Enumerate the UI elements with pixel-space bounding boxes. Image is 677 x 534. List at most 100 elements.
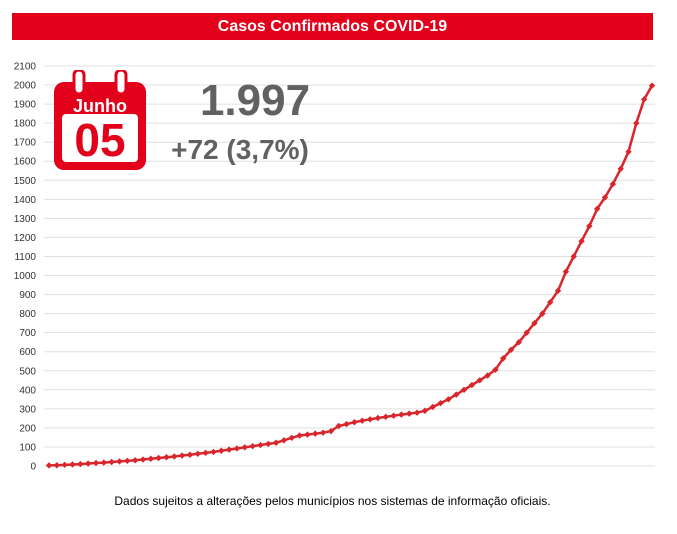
data-point <box>492 366 499 374</box>
data-point <box>390 412 397 419</box>
y-tick-label: 300 <box>19 404 36 415</box>
data-point <box>633 119 640 127</box>
data-point <box>601 194 609 201</box>
data-point <box>335 422 342 430</box>
data-point <box>359 417 366 424</box>
data-point <box>507 346 515 354</box>
y-tick-label: 0 <box>30 462 36 473</box>
data-point <box>225 446 233 453</box>
data-point <box>108 458 115 466</box>
y-tick-label: 1600 <box>14 157 37 168</box>
data-point <box>312 430 319 437</box>
data-point <box>194 450 201 458</box>
data-point <box>155 454 162 462</box>
data-point <box>116 458 123 465</box>
calendar-month: Junho <box>73 96 127 116</box>
data-point <box>429 403 436 411</box>
y-tick-label: 700 <box>19 328 36 339</box>
data-point <box>327 427 335 435</box>
y-tick-label: 1500 <box>14 176 37 187</box>
y-tick-label: 900 <box>19 290 36 301</box>
data-point <box>319 429 327 436</box>
data-point <box>351 418 358 426</box>
data-point <box>515 338 523 346</box>
total-cases-value: 1.997 <box>199 76 311 125</box>
data-point <box>413 409 421 416</box>
y-tick-label: 100 <box>19 442 36 453</box>
data-point <box>398 411 405 418</box>
y-tick-label: 600 <box>19 347 36 358</box>
data-point <box>382 413 389 421</box>
data-point <box>648 82 656 89</box>
data-point <box>249 442 256 450</box>
data-point <box>257 441 264 449</box>
data-point <box>100 459 108 466</box>
data-point <box>171 453 178 460</box>
y-tick-label: 1900 <box>14 100 37 111</box>
data-point <box>178 452 186 459</box>
data-point <box>202 449 209 457</box>
data-point <box>445 396 452 403</box>
data-point <box>131 457 139 464</box>
y-tick-label: 1300 <box>14 214 37 225</box>
y-tick-label: 800 <box>19 309 36 320</box>
data-point <box>343 420 350 428</box>
data-point <box>218 447 225 454</box>
data-point <box>460 386 468 394</box>
data-point <box>92 459 100 467</box>
data-point <box>640 96 648 103</box>
data-point <box>69 461 76 468</box>
data-point <box>124 457 131 465</box>
data-point <box>272 439 280 446</box>
chart-title-banner: Casos Confirmados COVID-19 <box>12 13 653 40</box>
data-point <box>484 372 491 379</box>
y-tick-label: 1000 <box>14 271 37 282</box>
y-tick-label: 2000 <box>14 81 37 92</box>
data-point <box>210 448 217 456</box>
y-tick-label: 500 <box>19 366 36 377</box>
data-point <box>304 431 311 438</box>
data-point <box>617 165 624 173</box>
data-point <box>45 462 53 469</box>
data-point <box>593 205 601 213</box>
data-point <box>139 456 147 463</box>
data-point <box>625 148 632 155</box>
calendar-icon <box>54 70 146 170</box>
data-point <box>562 268 570 275</box>
data-point <box>288 434 295 442</box>
y-tick-label: 1800 <box>14 119 37 130</box>
data-markers <box>45 82 656 469</box>
y-tick-label: 2100 <box>14 62 37 73</box>
y-tick-label: 400 <box>19 385 36 396</box>
calendar-day: 05 <box>74 114 126 166</box>
data-point <box>468 381 476 389</box>
data-point <box>53 462 61 469</box>
data-point <box>531 319 538 327</box>
data-point <box>61 461 68 469</box>
y-axis: 0 100 200 300 400 500 600 700 800 900 1000 1100 1200… <box>14 62 37 473</box>
data-point <box>186 451 194 458</box>
y-tick-label: 1100 <box>14 252 36 263</box>
data-point <box>570 253 577 260</box>
data-point <box>554 287 562 294</box>
daily-increase-value: +72 (3,7%) <box>171 134 309 165</box>
data-point <box>476 377 483 384</box>
footnote: Dados sujeitos a alterações pelos municí… <box>114 494 551 508</box>
data-point <box>147 455 155 462</box>
data-point <box>539 310 546 317</box>
data-point <box>366 416 374 423</box>
data-point <box>163 454 170 461</box>
data-point <box>296 432 303 439</box>
y-tick-label: 1400 <box>14 195 37 206</box>
data-point <box>77 460 84 468</box>
data-point <box>374 414 382 422</box>
data-point <box>84 460 92 467</box>
data-point <box>421 407 429 414</box>
data-point <box>586 222 593 230</box>
data-point <box>265 440 272 448</box>
y-tick-label: 200 <box>19 423 36 434</box>
data-point <box>453 391 460 398</box>
data-point <box>500 355 507 362</box>
data-point <box>437 399 444 407</box>
y-tick-label: 1700 <box>14 138 37 149</box>
